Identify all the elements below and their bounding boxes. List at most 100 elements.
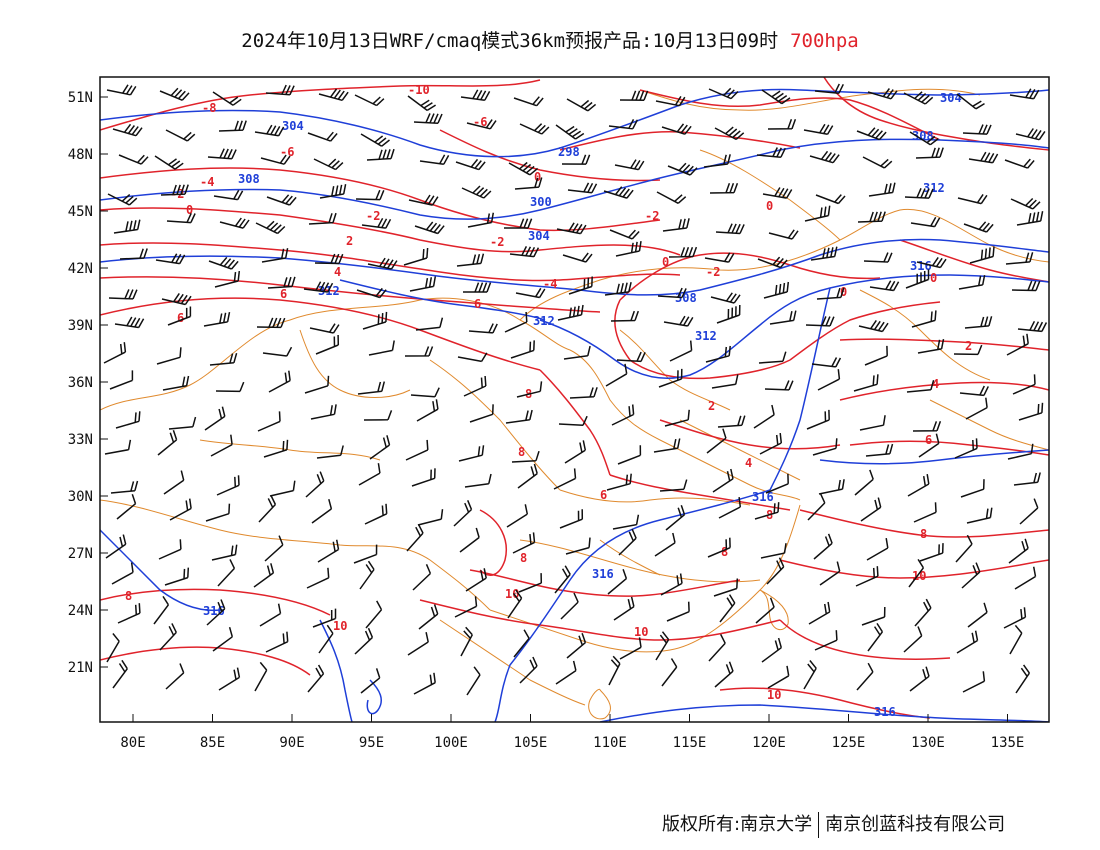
temperature-label: 2 (346, 234, 353, 248)
wind-barb (706, 428, 727, 454)
wind-barb (453, 500, 473, 527)
wind-barb (504, 218, 533, 229)
wind-barb (911, 310, 937, 328)
wind-barb (119, 248, 148, 260)
wind-barb (407, 95, 437, 112)
wind-barb (463, 375, 487, 397)
wind-barb (767, 119, 797, 130)
wind-barb (318, 624, 334, 654)
wind-barb (1003, 607, 1027, 629)
wind-barb (759, 433, 783, 455)
wind-barb (755, 597, 775, 624)
wind-barb (411, 468, 436, 487)
wind-barb (157, 430, 178, 456)
temperature-label: 6 (280, 287, 287, 301)
wind-barb (812, 438, 838, 456)
wind-barb (418, 604, 439, 630)
latitude-label: 30N (68, 489, 93, 505)
wind-barb (655, 96, 686, 107)
wind-barb (466, 119, 497, 130)
wind-barb (107, 193, 138, 206)
wind-barb (169, 498, 192, 521)
wind-barb (264, 535, 284, 562)
wind-barb (658, 368, 683, 388)
wind-barb (507, 589, 523, 619)
temperature-label: 0 (534, 170, 541, 184)
wind-barb (953, 344, 983, 356)
wind-barb (315, 334, 340, 355)
wind-barb (112, 659, 128, 689)
wind-barb (817, 369, 841, 391)
latitude-label: 51N (68, 90, 93, 106)
wind-barb (563, 345, 591, 360)
wind-barb (711, 374, 739, 389)
wind-barb (207, 148, 237, 160)
wind-barb (717, 415, 746, 428)
temperature-label: 4 (932, 377, 939, 391)
wind-barb (1011, 280, 1041, 292)
wind-barb (860, 497, 882, 522)
wind-barb (656, 191, 687, 204)
wind-barb (204, 406, 226, 431)
title-level: 700hpa (790, 30, 859, 52)
height-label: 312 (923, 181, 945, 195)
wind-barb (517, 463, 538, 489)
wind-barb (216, 475, 240, 496)
wind-barb (513, 96, 544, 107)
wind-barb (307, 131, 338, 142)
wind-barb (313, 158, 344, 171)
height-label: 300 (530, 195, 552, 209)
temperature-label: -2 (366, 209, 380, 223)
wind-barb (115, 411, 141, 429)
latitude-label: 48N (68, 147, 93, 163)
temperature-label: 2 (965, 339, 972, 353)
wind-barb (364, 503, 388, 525)
wind-barb (619, 90, 649, 101)
wind-barb (714, 126, 745, 141)
wind-barb (412, 564, 432, 591)
wind-barb (214, 271, 241, 288)
wind-barb (554, 565, 571, 594)
wind-barb (765, 473, 789, 494)
wind-barb (662, 218, 690, 232)
temperature-label: 10 (634, 625, 648, 639)
wind-barb (268, 370, 291, 393)
wind-barb (964, 316, 993, 329)
wind-barb (205, 503, 231, 522)
wind-barb (703, 154, 731, 168)
wind-barb (104, 439, 132, 455)
wind-barb (814, 83, 844, 95)
wind-barb (316, 445, 344, 459)
wind-barb (763, 281, 790, 299)
wind-barb (519, 123, 550, 135)
wind-barb (766, 557, 785, 585)
wind-barb (407, 632, 429, 656)
wind-barb (208, 256, 239, 270)
wind-barb (317, 539, 340, 563)
wind-barb (718, 497, 742, 519)
wind-barb (312, 608, 337, 628)
wind-barb (167, 306, 192, 326)
wind-barb (714, 661, 734, 688)
wind-barb (814, 630, 838, 651)
wind-barb (456, 253, 485, 267)
wind-barb (965, 397, 988, 420)
longitude-axis: 80E 85E 90E 95E 100E 105E 110E 115E 120E 125E 130E… (120, 714, 1024, 751)
wind-barb (1004, 158, 1035, 169)
wind-barb (308, 212, 337, 225)
wind-barb (160, 184, 189, 196)
wind-barb (166, 212, 196, 224)
wind-barb (156, 347, 182, 365)
wind-barb (1014, 566, 1037, 590)
wind-barb (1018, 402, 1044, 421)
wind-barb (669, 340, 693, 362)
wind-barb (404, 346, 434, 357)
wind-barb (467, 212, 495, 228)
temperature-label: 0 (186, 203, 193, 217)
temperature-label: 6 (600, 488, 607, 502)
wind-barb (304, 375, 330, 394)
wind-barb (1012, 374, 1036, 395)
wind-barb (1013, 472, 1041, 486)
wind-barb (508, 161, 539, 176)
wind-barb (616, 351, 646, 363)
